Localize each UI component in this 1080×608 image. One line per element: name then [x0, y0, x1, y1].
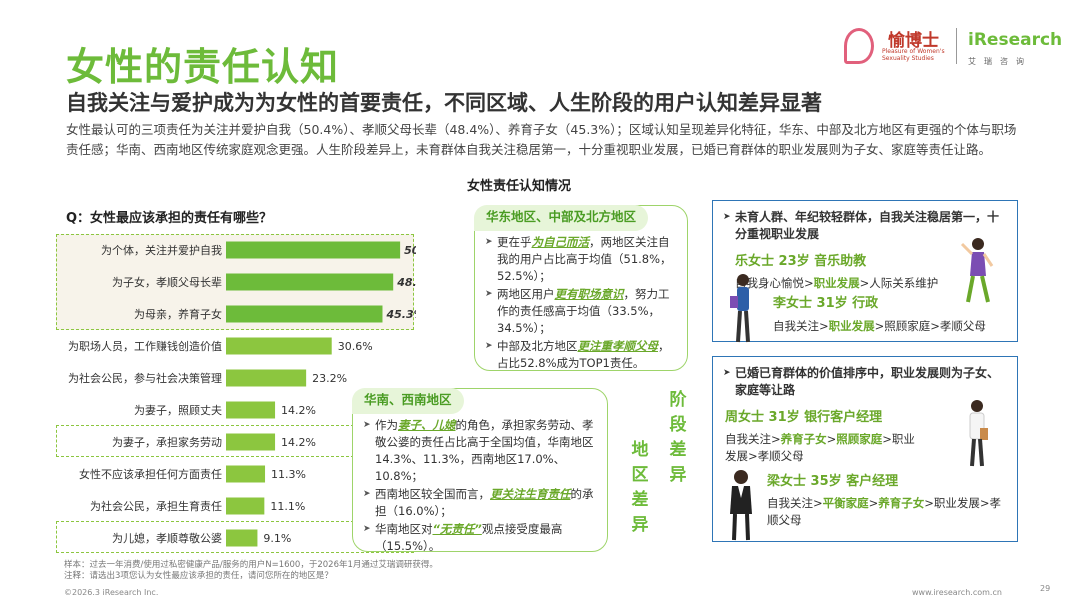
bar-value-label: 11.1%	[270, 500, 305, 513]
bar	[226, 337, 332, 355]
south-region-list: 作为妻子、儿媳的角色，承担家务劳动、孝敬公婆的责任占比高于全国均值，华南地区14…	[363, 417, 599, 556]
footer-page-number: 29	[1040, 584, 1051, 593]
south-region-title: 华南、西南地区	[352, 388, 464, 414]
chart-notes: 样本：过去一年消费/使用过私密健康产品/服务的用户N=1600，于2026年1月…	[64, 560, 438, 582]
south-region-box: 华南、西南地区 作为妻子、儿媳的角色，承担家务劳动、孝敬公婆的责任占比高于全国均…	[352, 388, 608, 553]
bar-value-label: 50.4%	[404, 244, 416, 257]
bar-value-label: 23.2%	[312, 372, 347, 385]
bar-category-label: 为社会公民，参与社会决策管理	[68, 371, 222, 385]
east-region-title: 华东地区、中部及北方地区	[474, 205, 649, 231]
logo-partner: iResearch	[968, 30, 1063, 50]
bar	[226, 497, 265, 515]
persona-1: 乐女士 23岁 音乐助教	[735, 254, 867, 269]
bar	[226, 273, 394, 291]
persona-2: 李女士 31岁 行政	[773, 296, 879, 311]
bar-chart-svg: 为个体，关注并爱护自我 50.4% 为子女，孝顺父母长辈 48.4% 为母亲，养育子女 4…	[68, 241, 416, 547]
bar-chart: 为个体，关注并爱护自我 50.4% 为子女，孝顺父母长辈 48.4% 为母亲，养育子女 4…	[56, 230, 416, 560]
businesswoman-illustration	[730, 470, 752, 541]
bar-value-label: 14.2%	[281, 404, 316, 417]
brand-logo: 愉博士 Pleasure of Women's Sexuality Studie…	[822, 24, 1062, 80]
list-item: 西南地区较全国而言，更关注生育责任的承担（16.0%）；	[363, 486, 599, 520]
bar-value-label: 14.2%	[281, 436, 316, 449]
east-region-list: 更在乎为自己而活，两地区关注自我的用户占比高于均值（51.8%，52.5%）； …	[485, 234, 679, 373]
bar-value-label: 48.4%	[396, 276, 416, 289]
persona-1-path: 自我身心愉悦>职业发展>人际关系维护	[735, 276, 939, 290]
persona-2-path: 自我关注>职业发展>照顾家庭>孝顺父母	[773, 319, 986, 333]
bar	[226, 529, 258, 547]
footer-website: www.iresearch.com.cn	[912, 588, 1002, 597]
bar-category-label: 为母亲，养育子女	[134, 307, 222, 321]
list-item: 两地区用户更有职场意识，努力工作的责任感高于均值（33.5%，34.5%）；	[485, 286, 679, 337]
bar-value-label: 9.1%	[263, 532, 291, 545]
bar	[226, 241, 401, 259]
bar	[226, 433, 276, 451]
unmarried-lead: 未育人群、年纪较轻群体，自我关注稳居第一，十分重视职业发展	[723, 209, 1009, 243]
bar-category-label: 为儿媳，孝顺尊敬公婆	[112, 531, 222, 545]
bar	[226, 401, 276, 419]
woman-on-phone-illustration	[969, 400, 988, 467]
woman-with-bag-illustration	[730, 274, 750, 343]
persona-4-path: 自我关注>平衡家庭>养育子女>职业发展>孝顺父母	[767, 496, 1002, 527]
bar-category-label: 为妻子，照顾丈夫	[134, 404, 222, 417]
logo-partner-cn: 艾瑞咨询	[968, 57, 1032, 66]
bar	[226, 305, 383, 323]
list-item: 更在乎为自己而活，两地区关注自我的用户占比高于均值（51.8%，52.5%）；	[485, 234, 679, 285]
footer-copyright: ©2026.3 iResearch Inc.	[64, 588, 159, 597]
bar-category-label: 为妻子，承担家务劳动	[112, 435, 222, 449]
east-region-box: 华东地区、中部及北方地区 更在乎为自己而活，两地区关注自我的用户占比高于均值（5…	[474, 205, 688, 371]
woman-dancing-illustration	[960, 238, 994, 303]
bar-value-label: 45.3%	[385, 308, 416, 321]
unmarried-group-box: 未育人群、年纪较轻群体，自我关注稳居第一，十分重视职业发展 乐女士 23岁 音乐…	[712, 200, 1018, 342]
bar-category-label: 为个体，关注并爱护自我	[101, 243, 222, 257]
list-item: 中部及北方地区更注重孝顺父母，占比52.8%成为TOP1责任。	[485, 338, 679, 372]
region-diff-label: 地区差异	[631, 440, 649, 535]
married-lead: 已婚已育群体的价值排序中，职业发展则为子女、家庭等让路	[723, 365, 1009, 399]
list-item: 作为妻子、儿媳的角色，承担家务劳动、孝敬公婆的责任占比高于全国均值，华南地区14…	[363, 417, 599, 485]
bar-category-label: 为职场人员，工作赚钱创造价值	[68, 339, 222, 353]
married-group-box: 已婚已育群体的价值排序中，职业发展则为子女、家庭等让路 周女士 31岁 银行客户…	[712, 356, 1018, 542]
logo-brand-cn: 愉博士	[888, 31, 939, 51]
chart-question: Q：女性最应该承担的责任有哪些？	[66, 211, 273, 226]
page-subtitle: 自我关注与爱护成为为女性的首要责任，不同区域、人生阶段的用户认知差异显著	[66, 91, 822, 115]
bar-category-label: 为社会公民，承担生育责任	[90, 499, 222, 513]
question-note: 注释：请选出3项您认为女性最应该承担的责任，请问您所在的地区是？	[64, 571, 333, 581]
persona-3: 周女士 31岁 银行客户经理	[725, 410, 883, 425]
persona-3-path: 自我关注>养育子女>照顾家庭>职业发展>孝顺父母	[725, 432, 915, 463]
chart-section-title: 女性责任认知情况	[467, 179, 572, 194]
bar	[226, 465, 266, 483]
persona-4: 梁女士 35岁 客户经理	[767, 474, 899, 489]
sample-note: 样本：过去一年消费/使用过私密健康产品/服务的用户N=1600，于2026年1月…	[64, 560, 438, 570]
bar-category-label: 为子女，孝顺父母长辈	[112, 275, 222, 289]
logo-brand-en: Pleasure of Women's Sexuality Studies	[882, 48, 945, 62]
bar-category-label: 女性不应该承担任何方面责任	[79, 467, 222, 481]
stage-diff-label: 阶段差异	[669, 390, 687, 485]
bar-value-label: 11.3%	[271, 468, 306, 481]
intro-paragraph: 女性最认可的三项责任为关注并爱护自我（50.4%）、孝顺父母长辈（48.4%）、…	[66, 122, 1017, 157]
bar-value-label: 30.6%	[338, 340, 373, 353]
logo-mark-icon	[844, 28, 874, 64]
page-title: 女性的责任认知	[66, 45, 340, 89]
bar	[226, 369, 307, 387]
logo-divider	[956, 28, 957, 64]
list-item: 华南地区对“无责任”观点接受度最高（15.5%）。	[363, 521, 599, 555]
